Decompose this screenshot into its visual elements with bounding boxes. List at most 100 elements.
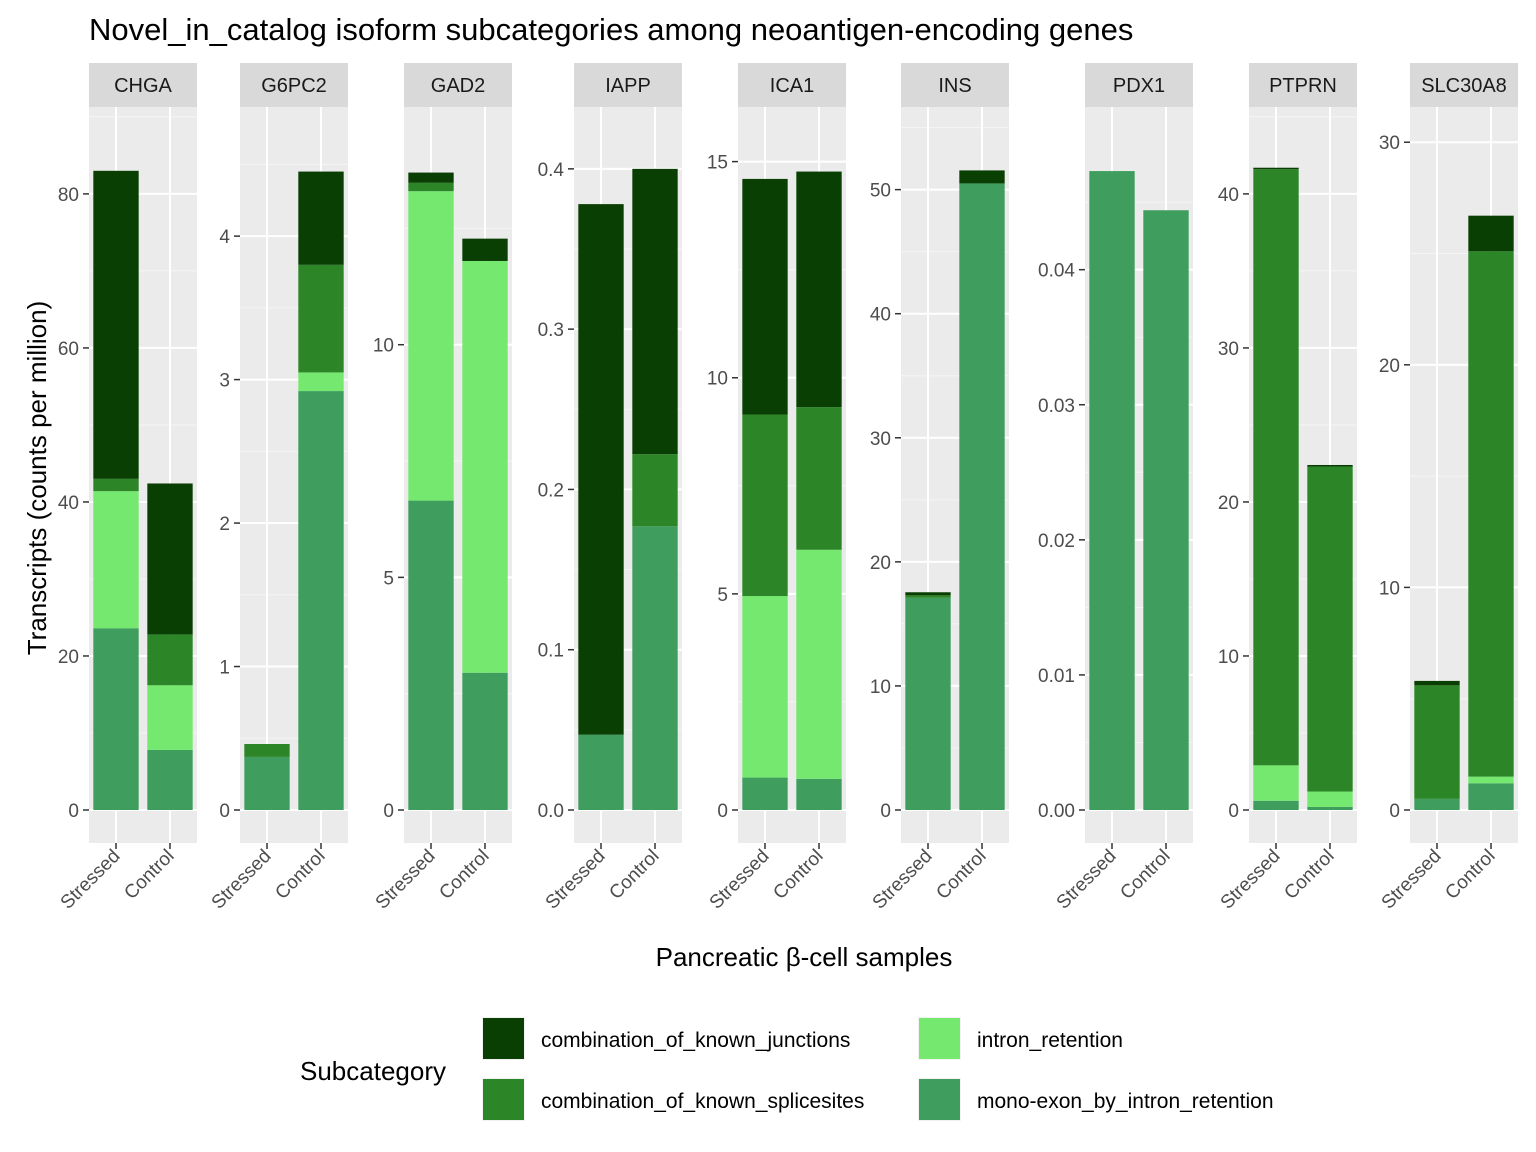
bar-segment-g6pc2-control-combination-of-known-junctions xyxy=(298,171,344,265)
x-tick-label: Control xyxy=(1116,846,1174,904)
bar-segment-g6pc2-control-mono-exon-by-intron-retention xyxy=(298,391,344,810)
bar-segment-slc30a8-control-mono-exon-by-intron-retention xyxy=(1468,783,1514,810)
y-tick-label: 0.02 xyxy=(1038,531,1075,552)
y-tick-label: 40 xyxy=(58,493,79,514)
bar-segment-ptprn-stressed-intron-retention xyxy=(1253,765,1299,801)
chart-title: Novel_in_catalog isoform subcategories a… xyxy=(89,12,1133,47)
y-tick-label: 0.00 xyxy=(1038,801,1075,822)
bar-segment-chga-stressed-intron-retention xyxy=(93,491,139,629)
bar-segment-g6pc2-control-combination-of-known-splicesites xyxy=(298,264,344,373)
bar-segment-ins-stressed-combination-of-known-junctions xyxy=(905,592,951,596)
bar-segment-gad2-control-combination-of-known-junctions xyxy=(462,238,508,261)
bar-segment-chga-control-combination-of-known-splicesites xyxy=(147,634,193,686)
legend-label: combination_of_known_splicesites xyxy=(541,1090,864,1113)
x-tick-label: Stressed xyxy=(208,846,276,914)
bar-segment-chga-stressed-combination-of-known-splicesites xyxy=(93,478,139,492)
facet-strip xyxy=(404,63,512,107)
bar-segment-ica1-control-mono-exon-by-intron-retention xyxy=(796,778,842,810)
bar-segment-gad2-control-intron-retention xyxy=(462,260,508,673)
bar-segment-ica1-stressed-intron-retention xyxy=(742,596,788,778)
facet-strip-label: PDX1 xyxy=(1113,75,1165,97)
bar-segment-chga-control-combination-of-known-junctions xyxy=(147,483,193,635)
x-tick-label: Stressed xyxy=(1217,846,1285,914)
x-tick-label: Control xyxy=(932,846,990,904)
legend-key-swatch xyxy=(919,1018,960,1059)
y-tick-label: 2 xyxy=(219,514,230,535)
bar-segment-chga-stressed-combination-of-known-junctions xyxy=(93,170,139,479)
y-tick-label: 60 xyxy=(58,339,79,360)
x-axis-title: Pancreatic β-cell samples xyxy=(656,942,953,972)
bar-segment-ptprn-control-combination-of-known-splicesites xyxy=(1307,466,1353,792)
x-tick-label: Control xyxy=(605,846,663,904)
bar-segment-ptprn-stressed-combination-of-known-splicesites xyxy=(1253,169,1299,766)
bar-segment-gad2-control-mono-exon-by-intron-retention xyxy=(462,672,508,810)
bar-segment-slc30a8-stressed-combination-of-known-junctions xyxy=(1414,680,1460,686)
facet-strip-label: GAD2 xyxy=(431,75,485,97)
bar-segment-ptprn-control-combination-of-known-junctions xyxy=(1307,464,1353,467)
facet-strip-label: IAPP xyxy=(605,75,651,97)
bar-segment-slc30a8-stressed-combination-of-known-splicesites xyxy=(1414,685,1460,799)
y-tick-label: 80 xyxy=(58,185,79,206)
bar-segment-ptprn-stressed-mono-exon-by-intron-retention xyxy=(1253,800,1299,810)
bar-segment-gad2-stressed-combination-of-known-splicesites xyxy=(408,182,454,192)
bar-segment-g6pc2-control-intron-retention xyxy=(298,372,344,392)
bar-segment-gad2-stressed-intron-retention xyxy=(408,191,454,501)
y-tick-label: 0.01 xyxy=(1038,666,1075,687)
y-tick-label: 40 xyxy=(870,305,891,326)
x-tick-label: Stressed xyxy=(372,846,440,914)
bar-segment-ins-stressed-combination-of-known-splicesites xyxy=(905,595,951,598)
facet-strip xyxy=(1410,63,1518,107)
facet-strip xyxy=(1085,63,1193,107)
facet-strip-label: SLC30A8 xyxy=(1421,75,1507,97)
x-tick-label: Control xyxy=(769,846,827,904)
x-tick-label: Control xyxy=(1280,846,1338,904)
y-tick-label: 0 xyxy=(383,801,394,822)
x-tick-label: Stressed xyxy=(1378,846,1446,914)
facet-strip-label: INS xyxy=(938,75,971,97)
y-axis-title: Transcripts (counts per million) xyxy=(22,301,52,655)
bar-segment-gad2-stressed-mono-exon-by-intron-retention xyxy=(408,500,454,810)
y-tick-label: 0 xyxy=(880,801,891,822)
facet-strip xyxy=(901,63,1009,107)
y-tick-label: 0.2 xyxy=(538,480,564,501)
bar-segment-slc30a8-control-intron-retention xyxy=(1468,776,1514,784)
y-tick-label: 0.4 xyxy=(538,160,565,181)
y-tick-label: 10 xyxy=(1218,647,1239,668)
bar-segment-ica1-stressed-combination-of-known-junctions xyxy=(742,178,788,415)
bar-segment-iapp-stressed-combination-of-known-junctions xyxy=(578,204,624,735)
y-tick-label: 30 xyxy=(870,429,891,450)
bar-segment-ptprn-control-intron-retention xyxy=(1307,791,1353,807)
x-tick-label: Control xyxy=(271,846,329,904)
y-tick-label: 30 xyxy=(1379,133,1400,154)
facet-strip-label: ICA1 xyxy=(770,75,814,97)
y-tick-label: 15 xyxy=(707,153,728,174)
y-tick-label: 0 xyxy=(1228,801,1239,822)
bar-segment-ica1-control-combination-of-known-junctions xyxy=(796,171,842,408)
y-tick-label: 50 xyxy=(870,181,891,202)
y-tick-label: 0 xyxy=(1389,801,1400,822)
bar-segment-ica1-control-intron-retention xyxy=(796,549,842,779)
y-tick-label: 0 xyxy=(68,801,79,822)
bar-segment-gad2-stressed-combination-of-known-junctions xyxy=(408,172,454,183)
bar-segment-chga-control-mono-exon-by-intron-retention xyxy=(147,749,193,810)
legend-key-swatch xyxy=(483,1018,524,1059)
y-tick-label: 1 xyxy=(219,658,230,679)
legend-title: Subcategory xyxy=(300,1056,446,1086)
legend-item-combination-of-known-junctions: combination_of_known_junctions xyxy=(482,1017,850,1060)
x-tick-label: Stressed xyxy=(542,846,610,914)
x-tick-label: Stressed xyxy=(869,846,937,914)
bar-segment-iapp-control-combination-of-known-junctions xyxy=(632,168,678,455)
y-tick-label: 10 xyxy=(870,677,891,698)
bar-segment-pdx1-stressed-mono-exon-by-intron-retention xyxy=(1089,171,1135,810)
y-tick-label: 20 xyxy=(1218,493,1239,514)
y-tick-label: 0.1 xyxy=(538,641,564,662)
bar-segment-slc30a8-control-combination-of-known-junctions xyxy=(1468,215,1514,252)
facet-panels: CHGA020406080StressedControlG6PC201234St… xyxy=(57,63,1518,914)
legend-item-combination-of-known-splicesites: combination_of_known_splicesites xyxy=(482,1078,864,1121)
x-tick-label: Control xyxy=(120,846,178,904)
bar-segment-ins-control-mono-exon-by-intron-retention xyxy=(959,183,1005,811)
x-tick-label: Stressed xyxy=(706,846,774,914)
